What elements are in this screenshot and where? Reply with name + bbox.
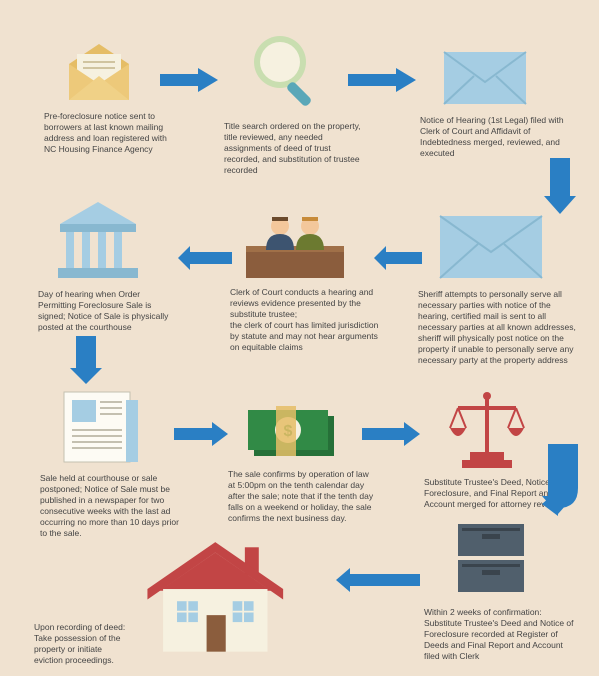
step-title-search: Title search ordered on the property, ti… <box>224 26 364 176</box>
envelope-open-icon <box>59 36 139 106</box>
step-possession: Upon recording of deed: Take possession … <box>34 526 294 666</box>
envelope-blue-icon <box>440 46 530 110</box>
step-day-hearing: Day of hearing when Order Permitting For… <box>38 196 180 333</box>
arrow-8-9 <box>360 420 422 448</box>
step-clerk-hearing: Clerk of Court conducts a hearing and re… <box>230 210 380 353</box>
arrow-2-3 <box>346 66 418 94</box>
step-notice: Pre-foreclosure notice sent to borrowers… <box>44 36 180 155</box>
magnifier-icon <box>244 26 324 116</box>
arrow-7-8 <box>172 420 230 448</box>
arrow-9-down <box>540 442 580 516</box>
step-sale-confirm-text: The sale confirms by operation of law at… <box>228 469 376 524</box>
step-notice-hearing: Notice of Hearing (1st Legal) filed with… <box>420 46 570 159</box>
scales-icon <box>442 386 532 472</box>
money-icon: $ <box>240 400 344 464</box>
step-possession-text: Upon recording of deed: Take possession … <box>34 622 131 666</box>
envelope-blue-icon-2 <box>436 210 546 284</box>
arrow-6-down <box>68 334 104 386</box>
step-recording-text: Within 2 weeks of confirmation: Substitu… <box>424 607 576 662</box>
step-sheriff: Sheriff attempts to personally serve all… <box>418 210 580 366</box>
step-sale-confirm: $ The sale confirms by operation of law … <box>228 400 376 524</box>
arrow-4-5 <box>372 244 424 272</box>
hearing-icon <box>240 210 350 282</box>
step-notice-hearing-text: Notice of Hearing (1st Legal) filed with… <box>420 115 570 159</box>
step-day-hearing-text: Day of hearing when Order Permitting For… <box>38 289 180 333</box>
step-clerk-hearing-text: Clerk of Court conducts a hearing and re… <box>230 287 380 353</box>
filing-cabinet-icon <box>448 516 534 602</box>
newspaper-icon <box>56 386 144 468</box>
step-recording: Within 2 weeks of confirmation: Substitu… <box>424 516 576 662</box>
house-icon <box>137 526 294 666</box>
arrow-3-down <box>542 156 578 216</box>
step-title-search-text: Title search ordered on the property, ti… <box>224 121 364 176</box>
arrow-1-2 <box>158 66 220 94</box>
step-sheriff-text: Sheriff attempts to personally serve all… <box>418 289 580 366</box>
arrow-5-6 <box>176 244 234 272</box>
courthouse-icon <box>50 196 146 284</box>
step-sale: Sale held at courthouse or sale postpone… <box>40 386 188 539</box>
arrow-10-11 <box>334 566 422 594</box>
step-notice-text: Pre-foreclosure notice sent to borrowers… <box>44 111 180 155</box>
